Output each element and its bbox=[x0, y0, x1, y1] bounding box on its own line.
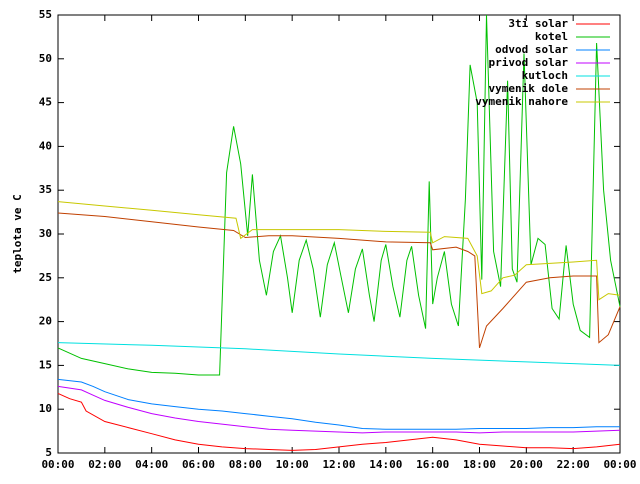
x-tick-label: 00:00 bbox=[41, 458, 74, 471]
y-tick-label: 55 bbox=[39, 8, 52, 21]
series-line bbox=[57, 392, 621, 451]
x-tick-label: 16:00 bbox=[416, 458, 449, 471]
y-tick-label: 30 bbox=[39, 227, 52, 240]
y-tick-label: 45 bbox=[39, 96, 52, 109]
series-line bbox=[57, 212, 621, 349]
legend-label: vymenik nahore bbox=[475, 95, 568, 108]
series-line bbox=[57, 342, 621, 366]
x-tick-label: 04:00 bbox=[135, 458, 168, 471]
series-line bbox=[57, 14, 621, 376]
y-tick-label: 40 bbox=[39, 139, 52, 152]
y-axis-label: teplota ve C bbox=[11, 194, 24, 273]
x-tick-label: 00:00 bbox=[603, 458, 636, 471]
y-tick-label: 15 bbox=[39, 358, 52, 371]
x-tick-label: 20:00 bbox=[510, 458, 543, 471]
legend-label: kutloch bbox=[522, 69, 568, 82]
y-tick-label: 25 bbox=[39, 271, 52, 284]
x-tick-label: 22:00 bbox=[557, 458, 590, 471]
x-tick-label: 02:00 bbox=[88, 458, 121, 471]
series-line bbox=[57, 378, 620, 430]
y-tick-label: 35 bbox=[39, 183, 52, 196]
x-tick-label: 06:00 bbox=[182, 458, 215, 471]
x-tick-label: 10:00 bbox=[276, 458, 309, 471]
legend-label: 3ti solar bbox=[508, 17, 568, 30]
y-tick-label: 20 bbox=[39, 315, 52, 328]
series-line bbox=[57, 385, 621, 434]
legend-label: vymenik dole bbox=[489, 82, 569, 95]
y-tick-label: 5 bbox=[45, 446, 52, 459]
legend-label: odvod solar bbox=[495, 43, 568, 56]
x-tick-label: 12:00 bbox=[322, 458, 355, 471]
x-tick-label: 14:00 bbox=[369, 458, 402, 471]
x-tick-label: 08:00 bbox=[229, 458, 262, 471]
x-tick-label: 18:00 bbox=[463, 458, 496, 471]
series-line bbox=[57, 201, 621, 301]
y-tick-label: 50 bbox=[39, 52, 52, 65]
y-tick-label: 10 bbox=[39, 402, 52, 415]
legend-label: privod solar bbox=[489, 56, 569, 69]
legend-label: kotel bbox=[535, 30, 568, 43]
